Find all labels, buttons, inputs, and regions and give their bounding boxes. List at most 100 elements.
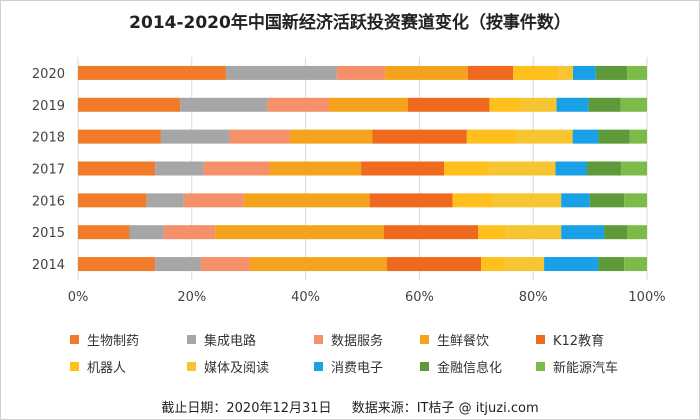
bar-segment [561,225,605,240]
bar-segment [78,225,130,240]
stacked-bar-chart: 2020 2019 2018 2017 2016 2015 2014 0% 20% 40% 60%… [32,57,666,305]
legend-label: 媒体及阅读 [204,361,270,376]
footer: 截止日期：2020年12月31日 数据来源：IT桔子 @ itjuzi.com [0,397,700,416]
bar-segment [544,257,599,272]
bar-segment [78,257,156,272]
bar-segment [558,65,574,80]
legend-item: 金融信息化 [420,357,502,376]
bar-segment [589,193,625,208]
bar-segment [385,65,468,80]
legend-swatch [314,335,323,344]
bar-segment [78,97,181,112]
bar-segment [443,161,490,176]
legend-item: 机器人 [70,357,126,376]
bar-segment [372,129,467,144]
bar-segment [78,161,156,176]
legend-item: K12教育 [536,330,604,349]
bar-segment [180,97,268,112]
y-tick-label: 2016 [32,194,65,209]
bar-segment [269,161,362,176]
bar-segment [386,257,482,272]
bar-segment [78,193,147,208]
legend-swatch [420,335,429,344]
bar-segment [506,225,562,240]
bar-segment [478,225,507,240]
bar-segment [361,161,444,176]
bar-segment [78,65,226,80]
legend-label: 数据服务 [331,334,384,349]
bar-segment [629,129,647,144]
bar-segment [369,193,453,208]
chart-title: 2014-2020年中国新经济活跃投资赛道变化（按事件数） [129,13,571,33]
legend-swatch [536,335,545,344]
bar-segment [481,257,505,272]
bar-segment [624,193,647,208]
bar-segment [604,225,627,240]
bar-segment [407,97,490,112]
data-source: 数据来源：IT桔子 @ itjuzi.com [351,401,539,416]
bar-segment [383,225,479,240]
legend-item: 集成电路 [187,330,256,349]
bar-segment [561,193,590,208]
y-tick-label: 2018 [32,131,65,146]
bar-segment [249,257,387,272]
legend-item: 消费电子 [314,357,383,376]
legend-label: 机器人 [87,361,127,376]
bar-segment [129,225,164,240]
bar-segment [620,97,647,112]
bar-segment [183,193,244,208]
x-tick-label: 100% [628,290,665,305]
y-tick-label: 2015 [32,226,65,241]
bar-segment [621,161,647,176]
bar-segment [513,65,559,80]
bar-segment [155,161,204,176]
legend-swatch [70,362,79,371]
bar-segment [215,225,384,240]
bar-segment [78,129,161,144]
bar-segment [200,257,250,272]
x-axis-labels: 0% 20% 40% 60% 80% 100% [68,290,666,305]
bar-segment [556,97,589,112]
bar-segments [78,65,647,272]
bar-segment [492,193,562,208]
legend-swatch [314,362,323,371]
legend-item: 数据服务 [314,330,383,349]
legend-swatch [187,362,196,371]
legend-item: 新能源汽车 [536,357,618,376]
bar-segment [155,257,201,272]
y-tick-label: 2017 [32,163,65,178]
cutoff-date: 截止日期：2020年12月31日 [161,401,332,416]
x-tick-label: 40% [291,290,320,305]
legend-label: K12教育 [553,334,605,349]
bar-segment [586,161,622,176]
legend-label: 生物制药 [87,334,140,349]
bar-segment [203,161,270,176]
y-axis-labels: 2020 2019 2018 2017 2016 2015 2014 [32,67,65,273]
legend-label: 生鲜餐饮 [437,334,490,349]
bar-segment [289,129,373,144]
y-tick-label: 2020 [32,67,65,82]
bar-segment [328,97,408,112]
bar-segment [467,65,514,80]
legend-label: 新能源汽车 [553,361,619,376]
bar-segment [624,257,647,272]
bar-segment [595,65,628,80]
legend-item: 生鲜餐饮 [420,330,489,349]
bar-segment [489,161,556,176]
bar-segment [598,257,625,272]
bar-segment [555,161,587,176]
x-tick-label: 20% [177,290,206,305]
bar-segment [146,193,184,208]
bar-segment [521,97,557,112]
bar-segment [598,129,630,144]
bar-segment [336,65,386,80]
bar-segment [466,129,516,144]
bar-segment [572,129,599,144]
bar-segment [573,65,596,80]
bar-segment [626,225,647,240]
bar-segment [267,97,329,112]
bar-segment [515,129,573,144]
legend-swatch [70,335,79,344]
bar-segment [243,193,370,208]
bar-segment [163,225,216,240]
